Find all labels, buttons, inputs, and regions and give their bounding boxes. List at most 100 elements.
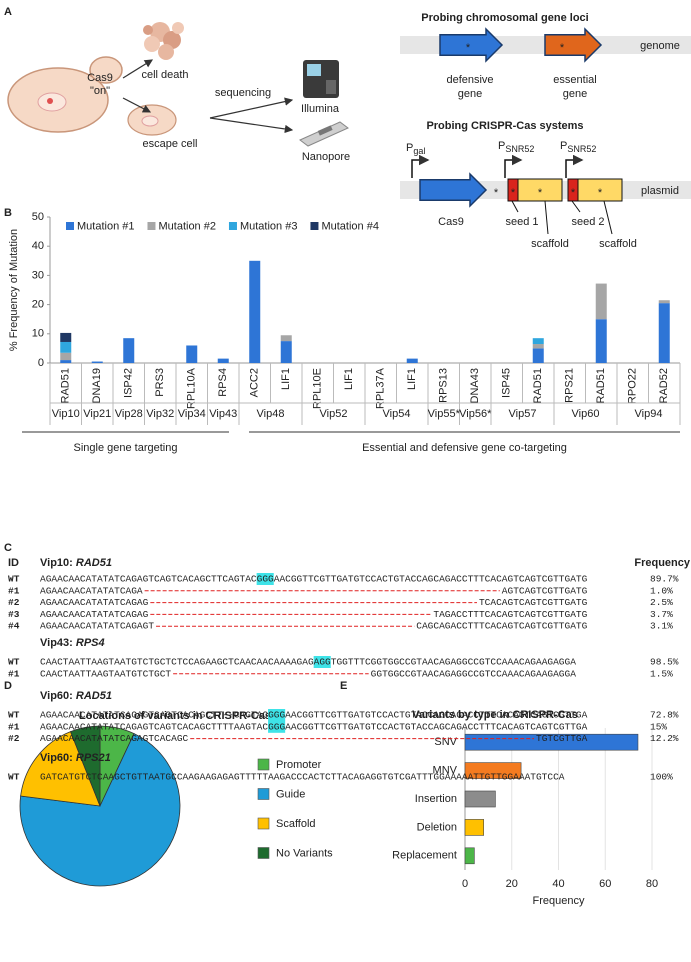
- y-tick-label: 0: [38, 357, 44, 369]
- panel-label: A: [4, 6, 12, 18]
- legend-swatch: [228, 222, 237, 230]
- bar-segment: [532, 338, 544, 345]
- pam-highlight: [268, 720, 286, 733]
- group-label: Vip94: [635, 408, 663, 420]
- seed-label: seed 2: [571, 216, 604, 228]
- sequence: CAGCAGACCTTTCACAGTCAGTCGTTGATG: [416, 621, 587, 632]
- promoter-sub: SNR52: [505, 144, 534, 154]
- asterisk: *: [598, 187, 603, 199]
- section-title: Probing chromosomal gene loci: [421, 12, 588, 24]
- bar-segment: [658, 300, 670, 304]
- group-label: Vip60: [572, 408, 600, 420]
- sequence: AACGGTTCGTTGATGTCCACTGTACCAGCAGACCTTTCAC…: [274, 574, 588, 585]
- cas9-label: Cas9: [438, 216, 464, 228]
- bar-segment: [123, 338, 135, 363]
- dead-cell: [143, 22, 184, 60]
- row-id: #2: [8, 597, 20, 608]
- group-label: Vip28: [115, 408, 143, 420]
- seed-label: seed 1: [505, 216, 538, 228]
- category-label: Deletion: [417, 821, 457, 833]
- row-frequency: 3.1%: [650, 621, 673, 632]
- gene-arrow: [544, 27, 603, 63]
- sequence: AGAACAACATATATCAGAGTCAGTCACAGCTT: [40, 721, 223, 732]
- sequence: GATCATGTCTCAAGCTGTTAATGCCAAGAAGAGAGTTTTT…: [40, 772, 565, 783]
- y-tick-label: 50: [32, 211, 44, 223]
- category-label: RAD51: [532, 368, 544, 403]
- bar-segment: [406, 358, 418, 363]
- scaffold-label: scaffold: [599, 238, 637, 250]
- row-frequency: 1.0%: [650, 585, 673, 596]
- row-frequency: 100%: [650, 772, 673, 783]
- promoter-label: PSNR52: [498, 140, 534, 154]
- section-label: Single gene targeting: [74, 442, 178, 454]
- scaffold-label: scaffold: [531, 238, 569, 250]
- group-label: Vip57: [509, 408, 537, 420]
- category-label: RAD51: [60, 368, 72, 403]
- sequence: TT: [222, 721, 234, 732]
- group-label: Vip56*: [459, 408, 492, 420]
- sequence: CAGTAC: [234, 710, 269, 721]
- gene-name: RAD51: [76, 690, 112, 702]
- group-label: Vip10: [52, 408, 80, 420]
- sequence: --: [222, 710, 233, 721]
- gene-name: RPS4: [76, 637, 105, 649]
- freq-header: Frequency: [634, 557, 691, 569]
- escape-cell: [127, 104, 177, 136]
- row-id: #3: [8, 609, 20, 620]
- category-label: ISP45: [501, 368, 513, 398]
- category-label: RPL10E: [312, 368, 324, 409]
- category-label: LIF1: [406, 368, 418, 390]
- asterisk: *: [560, 42, 565, 54]
- category-label: PRS3: [154, 368, 166, 397]
- section-title: Vip43: RPS4: [40, 637, 105, 649]
- bar-segment: [249, 260, 261, 363]
- sequence: AAGTAC: [234, 721, 269, 732]
- pam-highlight: [268, 709, 286, 721]
- sequence: AACGGTTCGTTGATGTCCACTGTACCAGCAGACCTTTCAC…: [285, 721, 587, 732]
- pie-slice: [70, 725, 101, 807]
- category-label: Replacement: [392, 850, 457, 862]
- chart-title: Locations of variants in CRISPR-Cas: [79, 710, 271, 722]
- row-frequency: 98.5%: [650, 657, 679, 668]
- arrows-a: [122, 59, 294, 134]
- sequence: AGTCAGTCGTTGATG: [502, 585, 588, 596]
- on-label: "on": [90, 85, 110, 97]
- section-title: Vip10: RAD51: [40, 557, 112, 569]
- group-label: Vip48: [257, 408, 285, 420]
- category-label: RPS13: [438, 368, 450, 403]
- category-label: SNV: [434, 736, 457, 748]
- track-label: plasmid: [641, 185, 679, 197]
- group-label: Vip54: [383, 408, 411, 420]
- row-id: WT: [8, 710, 20, 721]
- id-header: ID: [8, 557, 19, 569]
- asterisk: *: [571, 187, 576, 199]
- y-axis-label: % Frequency of Mutation: [8, 229, 20, 351]
- asterisk: *: [538, 187, 543, 199]
- bar-segment: [595, 319, 607, 363]
- row-id: WT: [8, 657, 20, 668]
- row-frequency: 1.5%: [650, 668, 673, 679]
- asterisk: *: [466, 42, 471, 54]
- illumina-icon: [303, 60, 339, 98]
- row-id: #1: [8, 668, 20, 679]
- sequence: AACGGTTCGTTGATGTCCACTGTACCAGCAGACCTTTCAC…: [285, 710, 587, 721]
- sequence: AGAACAACATATATCAGAG: [40, 597, 149, 608]
- legend-swatch: [257, 847, 270, 859]
- sequence: GGG: [268, 721, 285, 732]
- row-frequency: 15%: [650, 721, 667, 732]
- legend-label: Mutation #4: [321, 220, 378, 232]
- legend-label: No Variants: [276, 847, 333, 859]
- legend-swatch: [257, 817, 270, 830]
- x-axis-label: Frequency: [533, 895, 585, 907]
- category-label: LIF1: [280, 368, 292, 390]
- category-label: RPS21: [564, 368, 576, 403]
- legend-label: Promoter: [276, 759, 322, 771]
- bar: [464, 762, 522, 779]
- bar-segment: [217, 358, 229, 363]
- pie-slice: [20, 731, 101, 807]
- asterisk: *: [511, 187, 516, 199]
- sequence: TAGACCTTTCACAGTCAGTCGTTGATG: [433, 609, 587, 620]
- bar: [464, 790, 496, 808]
- pam-highlight: [256, 573, 274, 585]
